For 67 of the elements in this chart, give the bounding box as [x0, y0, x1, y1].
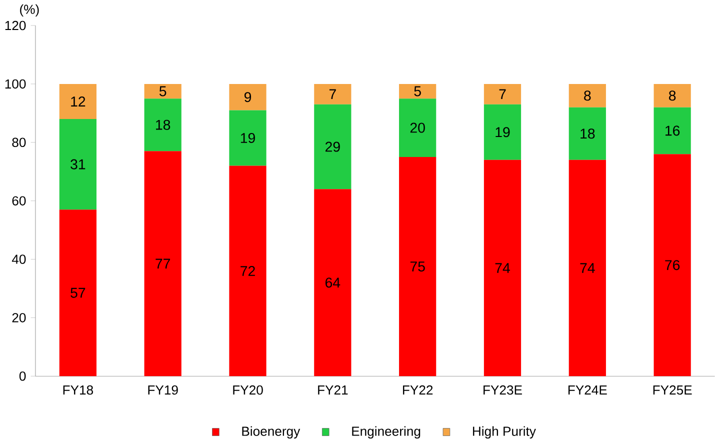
y-tick-label: 40 [12, 254, 26, 264]
x-tick-label: FY23E [484, 385, 522, 395]
data-label: 19 [496, 127, 510, 138]
bar [568, 107, 606, 160]
x-tick-label: FY24E [568, 385, 607, 394]
y-tick-label: 60 [12, 196, 26, 206]
data-label: 18 [580, 128, 595, 139]
legend-label: High Purity [473, 426, 536, 438]
y-tick-label: 80 [12, 138, 26, 147]
bar [229, 166, 266, 376]
bar [59, 84, 96, 119]
legend-label: Engineering [352, 426, 420, 438]
bar [399, 84, 436, 98]
bar [314, 104, 352, 190]
x-tick-label: FY22 [403, 385, 433, 394]
data-label: 8 [668, 90, 676, 101]
bar [654, 154, 691, 376]
data-label: 74 [495, 263, 510, 273]
bar [144, 151, 182, 376]
bar [314, 84, 352, 104]
bar [144, 84, 182, 98]
data-label: 7 [329, 89, 336, 99]
x-tick-label: FY18 [63, 385, 94, 395]
bar [59, 118, 96, 210]
bar [568, 84, 606, 108]
y-tick-label: 0 [19, 371, 26, 381]
data-label: 64 [325, 278, 340, 288]
bar [314, 189, 352, 376]
data-label: 5 [159, 86, 166, 96]
data-label: 20 [410, 122, 425, 133]
y-tick-label: 120 [5, 20, 26, 30]
y-axis-title: (%) [20, 4, 39, 16]
data-label: 19 [240, 132, 255, 143]
bar [654, 84, 691, 108]
data-label: 75 [410, 262, 425, 272]
data-label: 77 [156, 258, 170, 268]
data-label: 31 [70, 159, 86, 170]
data-label: 12 [71, 96, 86, 106]
x-tick-label: FY25E [653, 385, 692, 395]
data-label: 18 [156, 120, 170, 130]
y-tick-label: 100 [5, 79, 26, 89]
y-tick-label: 20 [12, 313, 26, 322]
bar [229, 110, 266, 166]
data-label: 76 [665, 260, 680, 270]
bar [59, 210, 96, 376]
bar [654, 107, 691, 154]
data-label: 5 [414, 86, 421, 96]
x-tick-label: FY20 [233, 385, 263, 395]
x-tick-label: FY21 [318, 385, 348, 394]
data-label: 57 [70, 288, 86, 298]
bar [568, 160, 606, 376]
data-label: 7 [499, 89, 506, 99]
data-label: 29 [325, 142, 340, 152]
bar [399, 98, 436, 157]
legend-label: Bioenergy [242, 426, 300, 438]
data-label: 16 [666, 126, 680, 136]
bar [484, 104, 522, 160]
bar [144, 98, 182, 152]
data-label: 74 [580, 263, 595, 273]
bar [484, 84, 522, 104]
bar [399, 156, 436, 376]
data-label: 9 [244, 92, 252, 102]
bar [484, 160, 522, 376]
bar [229, 84, 266, 110]
data-label: 8 [584, 90, 591, 101]
x-tick-label: FY19 [148, 385, 178, 395]
data-label: 72 [240, 266, 255, 276]
